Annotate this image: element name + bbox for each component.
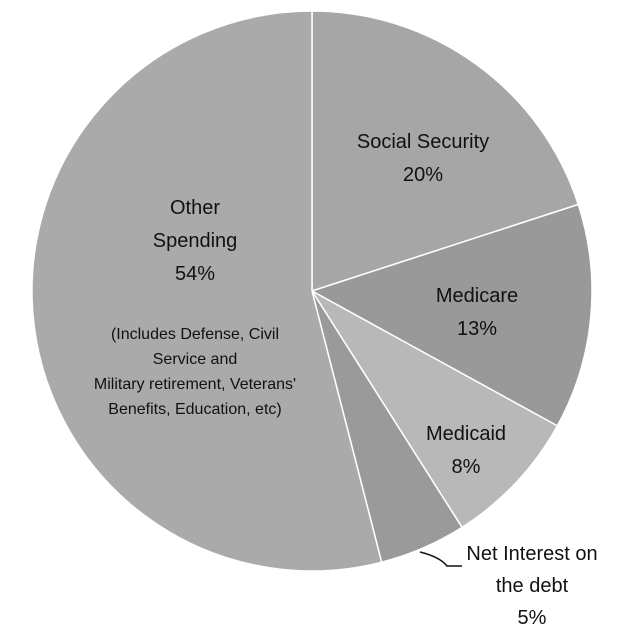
net-interest-leader-line xyxy=(419,551,462,567)
other-spending-value: 54% xyxy=(175,263,215,285)
other-spending-note-line-1: (Includes Defense, Civil xyxy=(111,326,279,343)
label-social-security: Social Security 20% xyxy=(357,131,489,186)
pie-slice-other-spending xyxy=(31,10,383,572)
other-spending-note-line-3: Military retirement, Veterans' xyxy=(94,376,296,393)
net-interest-value: 5% xyxy=(518,607,547,626)
medicaid-value: 8% xyxy=(452,456,481,478)
other-spending-name-line-1: Other xyxy=(170,197,220,219)
net-interest-name-line-2: the debt xyxy=(496,575,569,597)
medicare-name: Medicare xyxy=(436,285,518,307)
label-net-interest: Net Interest on the debt 5% xyxy=(466,543,597,626)
social-security-value: 20% xyxy=(403,164,443,186)
other-spending-note-line-2: Service and xyxy=(153,351,238,368)
label-other-spending: Other Spending 54% (Includes Defense, Ci… xyxy=(94,197,296,418)
pie-slices xyxy=(31,10,593,572)
medicare-value: 13% xyxy=(457,318,497,340)
other-spending-name-line-2: Spending xyxy=(153,230,238,252)
pie-slice-social-security xyxy=(311,10,580,293)
label-medicare: Medicare 13% xyxy=(436,285,518,340)
pie-slice-medicaid xyxy=(311,290,559,529)
medicaid-name: Medicaid xyxy=(426,423,506,445)
label-medicaid: Medicaid 8% xyxy=(426,423,506,478)
pie-slice-medicare xyxy=(310,203,593,427)
other-spending-note-line-4: Benefits, Education, etc) xyxy=(108,401,281,418)
net-interest-name-line-1: Net Interest on xyxy=(466,543,597,565)
social-security-name: Social Security xyxy=(357,131,489,153)
